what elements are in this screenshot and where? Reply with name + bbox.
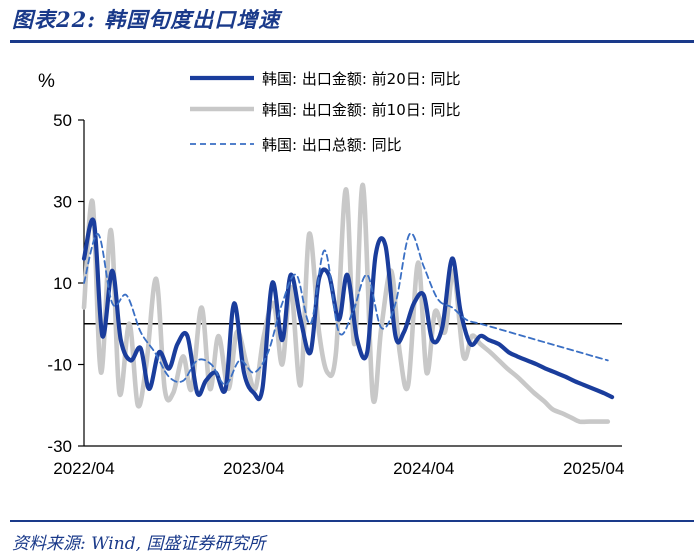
line-chart: % 50 30 10 -10 -30 2022/04 2023/04 2024/04 2025/0… bbox=[38, 70, 624, 478]
series-export-10d-line bbox=[81, 182, 611, 425]
x-tick-label: 2024/04 bbox=[393, 459, 454, 478]
x-tick-label: 2023/04 bbox=[223, 459, 284, 478]
title-rule bbox=[10, 40, 694, 43]
series-export-total-line bbox=[83, 232, 609, 386]
x-tick-label: 2025/04 bbox=[563, 459, 624, 478]
source-note: 资料来源: Wind, 国盛证券研究所 bbox=[12, 534, 266, 554]
series-export-20d-line bbox=[81, 217, 615, 402]
series-layer bbox=[81, 182, 615, 425]
source-rule bbox=[10, 520, 694, 522]
y-unit-label: % bbox=[38, 71, 55, 92]
y-tick-label: -30 bbox=[47, 437, 72, 456]
x-tick-label: 2022/04 bbox=[53, 459, 114, 478]
y-tick-label: 10 bbox=[53, 274, 72, 293]
y-tick-label: -10 bbox=[47, 356, 72, 375]
chart-axes: % 50 30 10 -10 -30 2022/04 2023/04 2024/04 2025/0… bbox=[38, 71, 624, 478]
series-export-total-legend-label: 韩国: 出口总额: 同比 bbox=[262, 136, 402, 154]
y-tick-label: 30 bbox=[53, 193, 72, 212]
series-export-20d-legend-label: 韩国: 出口金额: 前20日: 同比 bbox=[262, 70, 461, 88]
y-tick-label: 50 bbox=[53, 111, 72, 130]
figure-title: 图表22: 韩国旬度出口增速 bbox=[12, 7, 281, 32]
series-export-10d-legend-label: 韩国: 出口金额: 前10日: 同比 bbox=[262, 101, 461, 119]
